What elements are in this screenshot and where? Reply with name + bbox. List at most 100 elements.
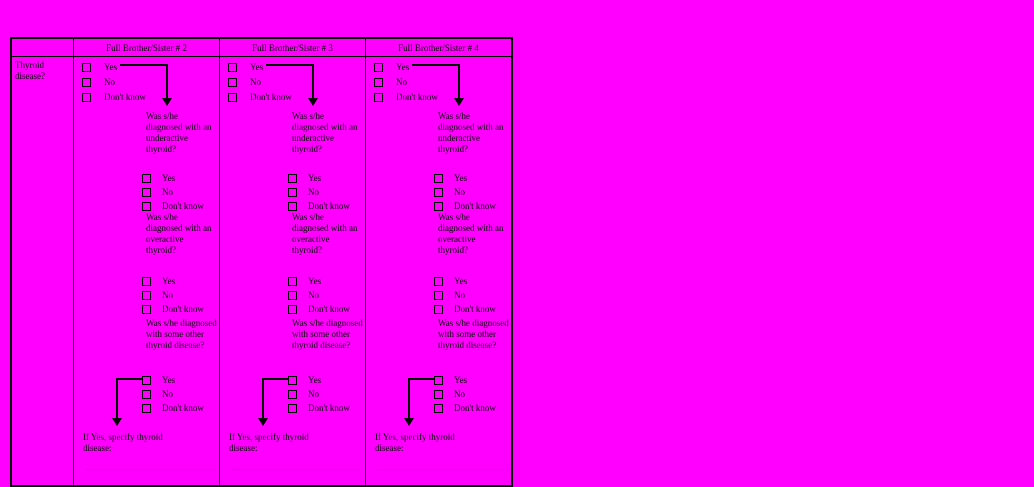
option-label: Don't know <box>308 402 350 413</box>
checkbox-icon[interactable] <box>374 93 383 102</box>
specify-label: If Yes, specify thyroid disease: <box>229 432 309 453</box>
option-row: Don't know <box>82 90 146 105</box>
option-label: No <box>454 186 465 197</box>
option-row: No <box>142 288 204 302</box>
other-disease-question: Was s/he diagnosed with some other thyro… <box>292 318 363 350</box>
checkbox-icon[interactable] <box>82 78 91 87</box>
option-row: No <box>374 75 438 90</box>
flow-arrow-line <box>262 378 288 380</box>
underactive-question: Was s/he diagnosed with an underactive t… <box>292 111 358 154</box>
checkbox-icon[interactable] <box>434 375 443 385</box>
checkbox-icon[interactable] <box>228 78 237 87</box>
checkbox-icon[interactable] <box>142 201 151 211</box>
checkbox-icon[interactable] <box>82 93 91 102</box>
checkbox-icon[interactable] <box>142 389 151 399</box>
arrow-down-icon <box>404 418 414 426</box>
checkbox-icon[interactable] <box>288 389 297 399</box>
primary-options-group: Yes No Don't know <box>374 60 438 105</box>
checkbox-icon[interactable] <box>142 304 151 314</box>
option-label: No <box>162 186 173 197</box>
option-label: Yes <box>104 62 118 72</box>
checkbox-icon[interactable] <box>142 290 151 300</box>
column-header: Full Brother/Sister # 4 <box>366 39 511 57</box>
checkbox-icon[interactable] <box>288 173 297 183</box>
checkbox-icon[interactable] <box>288 187 297 197</box>
option-label: Don't know <box>454 303 496 314</box>
option-label: Don't know <box>396 92 438 102</box>
option-row: No <box>82 75 146 90</box>
checkbox-icon[interactable] <box>288 403 297 413</box>
option-label: Don't know <box>162 402 204 413</box>
overactive-options-group: Yes No Don't know <box>288 274 350 316</box>
flow-arrow-line <box>312 64 314 100</box>
row-label-header-cell <box>12 39 73 57</box>
checkbox-icon[interactable] <box>142 276 151 286</box>
primary-options-group: Yes No Don't know <box>228 60 292 105</box>
option-label: Yes <box>396 62 410 72</box>
option-label: Yes <box>162 275 176 286</box>
checkbox-icon[interactable] <box>228 93 237 102</box>
checkbox-icon[interactable] <box>434 290 443 300</box>
row-label-column: Thyroid disease? <box>12 39 73 485</box>
column-body: Yes No Don't know Was s/he diagnosed wit… <box>220 57 365 485</box>
overactive-question: Was s/he diagnosed with an overactive th… <box>146 212 212 255</box>
flow-arrow-line <box>116 378 142 380</box>
flow-arrow-line <box>408 378 434 380</box>
checkbox-icon[interactable] <box>142 187 151 197</box>
checkbox-icon[interactable] <box>288 304 297 314</box>
checkbox-icon[interactable] <box>434 389 443 399</box>
checkbox-icon[interactable] <box>374 78 383 87</box>
option-label: Don't know <box>454 402 496 413</box>
option-row: Don't know <box>288 302 350 316</box>
sibling-column: Full Brother/Sister # 4 Yes No Don't kno… <box>365 39 511 485</box>
underactive-question: Was s/he diagnosed with an underactive t… <box>146 111 212 154</box>
write-in-line[interactable] <box>232 461 362 470</box>
option-label: No <box>308 388 319 399</box>
sibling-column: Full Brother/Sister # 3 Yes No Don't kno… <box>219 39 365 485</box>
option-row: Don't know <box>288 401 350 415</box>
sibling-column: Full Brother/Sister # 2 Yes No Don't kno… <box>73 39 219 485</box>
overactive-question: Was s/he diagnosed with an overactive th… <box>292 212 358 255</box>
option-row: Don't know <box>434 401 496 415</box>
checkbox-icon[interactable] <box>434 403 443 413</box>
option-row: Don't know <box>434 302 496 316</box>
option-row: No <box>288 185 350 199</box>
flow-arrow-line <box>116 378 118 418</box>
flow-arrow-line <box>120 64 168 66</box>
option-label: Yes <box>162 172 176 183</box>
option-row: Yes <box>288 171 350 185</box>
option-row: Don't know <box>142 199 204 213</box>
checkbox-icon[interactable] <box>288 290 297 300</box>
option-row: Don't know <box>228 90 292 105</box>
checkbox-icon[interactable] <box>434 187 443 197</box>
checkbox-icon[interactable] <box>82 63 91 72</box>
write-in-line[interactable] <box>378 461 508 470</box>
checkbox-icon[interactable] <box>434 201 443 211</box>
checkbox-icon[interactable] <box>142 375 151 385</box>
checkbox-icon[interactable] <box>288 201 297 211</box>
flow-arrow-line <box>166 64 168 100</box>
checkbox-icon[interactable] <box>288 276 297 286</box>
option-row: No <box>434 288 496 302</box>
row-label-cell: Thyroid disease? <box>12 57 73 485</box>
option-label: Yes <box>454 172 468 183</box>
option-label: No <box>308 186 319 197</box>
checkbox-icon[interactable] <box>374 63 383 72</box>
row-label: Thyroid disease? <box>15 60 45 81</box>
option-label: No <box>396 77 407 87</box>
checkbox-icon[interactable] <box>288 375 297 385</box>
form-table: Thyroid disease? Full Brother/Sister # 2… <box>10 37 513 487</box>
option-row: No <box>434 185 496 199</box>
checkbox-icon[interactable] <box>434 173 443 183</box>
checkbox-icon[interactable] <box>434 276 443 286</box>
flow-arrow-line <box>458 64 460 100</box>
option-row: Don't know <box>288 199 350 213</box>
option-row: Yes <box>434 171 496 185</box>
checkbox-icon[interactable] <box>228 63 237 72</box>
checkbox-icon[interactable] <box>434 304 443 314</box>
write-in-line[interactable] <box>86 461 216 470</box>
column-header-label: Full Brother/Sister # 2 <box>106 42 187 53</box>
checkbox-icon[interactable] <box>142 173 151 183</box>
checkbox-icon[interactable] <box>142 403 151 413</box>
